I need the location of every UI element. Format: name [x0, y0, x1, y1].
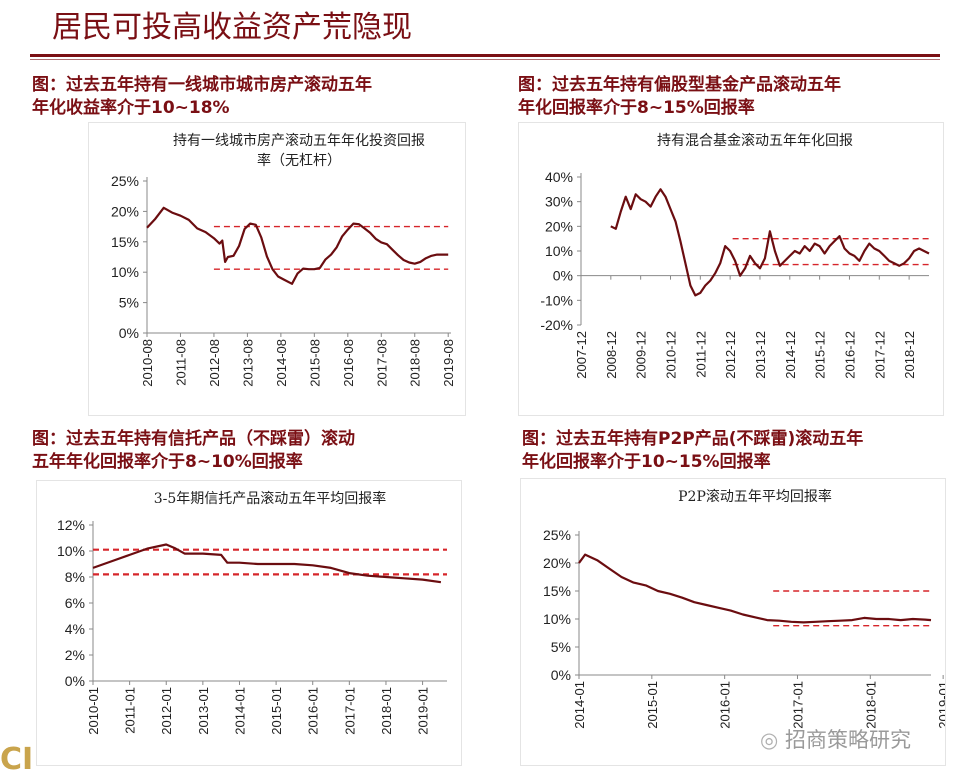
x-tick-label: 2011-12: [693, 331, 708, 378]
x-tick-label: 2015-01: [269, 687, 284, 735]
caption-p2p: 图：过去五年持有P2P产品(不踩雷)滚动五年 年化回报率介于10~15%回报率: [522, 429, 864, 472]
x-tick-label: 2011-01: [123, 687, 138, 734]
y-tick-label: 20%: [545, 218, 573, 234]
chart-housing: 持有一线城市房产滚动五年年化投资回报 率（无杠杆） 0% 5% 10% 15% 20% 25%…: [88, 122, 466, 416]
x-tick-label: 2012-01: [159, 687, 174, 735]
x-tick-label: 2012-08: [207, 339, 222, 387]
x-tick-label: 2014-01: [572, 681, 587, 729]
x-tick-label: 2017-12: [872, 331, 887, 379]
x-tick-label: 2019-01: [416, 687, 431, 735]
wechat-icon: ◎: [760, 728, 785, 752]
y-tick-label: 15%: [543, 583, 571, 599]
chart-title: 3-5年期信托产品滚动五年平均回报率: [154, 490, 387, 507]
y-tick-label: 15%: [111, 234, 139, 250]
watermark-text: ◎ 招商策略研究: [760, 724, 911, 754]
y-tick-label: 20%: [543, 555, 571, 571]
x-tick-label: 2010-01: [86, 687, 101, 735]
y-tick-label: 4%: [65, 621, 85, 637]
chart-title: 持有一线城市房产滚动五年年化投资回报: [173, 132, 425, 149]
x-tick-label: 2019-01: [936, 681, 945, 729]
x-tick-label: 2007-12: [574, 331, 589, 379]
chart-title: P2P滚动五年平均回报率: [678, 488, 832, 505]
x-tick-label: 2018-08: [408, 339, 423, 387]
y-tick-label: 0%: [553, 268, 573, 284]
x-tick-label: 2009-12: [634, 331, 649, 379]
y-tick-label: 5%: [551, 639, 571, 655]
page-title: 居民可投高收益资产荒隐现: [52, 10, 412, 45]
chart-title: 持有混合基金滚动五年年化回报: [657, 132, 853, 149]
x-tick-label: 2017-08: [374, 339, 389, 387]
y-tick-label: 10%: [57, 543, 85, 559]
caption-housing: 图：过去五年持有一线城市城市房产滚动五年 年化收益率介于10~18%: [32, 75, 372, 118]
x-tick-label: 2013-08: [240, 339, 255, 387]
brand-logo: CI: [0, 742, 34, 777]
chart-p2p-svg: P2P滚动五年平均回报率 0% 5% 10% 15% 20% 25% 2014-01 2015-…: [543, 488, 945, 729]
chart-trust: 3-5年期信托产品滚动五年平均回报率 0% 2% 4% 6% 8% 10% 12% 2010-0…: [36, 480, 462, 766]
y-tick-label: 40%: [545, 169, 573, 185]
y-tick-label: -10%: [540, 292, 573, 308]
x-tick-label: 2018-12: [902, 331, 917, 379]
x-tick-label: 2012-12: [723, 331, 738, 379]
y-tick-label: 10%: [545, 243, 573, 259]
chart-p2p: P2P滚动五年平均回报率 0% 5% 10% 15% 20% 25% 2014-01 2015-…: [520, 478, 946, 766]
y-tick-label: 0%: [119, 325, 139, 341]
x-tick-label: 2016-08: [341, 339, 356, 387]
y-tick-label: 0%: [551, 667, 571, 683]
y-tick-label: 8%: [65, 569, 85, 585]
title-divider-thin: [30, 59, 940, 60]
y-tick-label: 5%: [119, 295, 139, 311]
x-tick-label: 2014-12: [783, 331, 798, 379]
y-tick-label: 30%: [545, 194, 573, 210]
y-tick-label: 2%: [65, 647, 85, 663]
y-tick-label: 10%: [543, 611, 571, 627]
x-tick-label: 2010-12: [663, 331, 678, 379]
x-tick-label: 2015-08: [307, 339, 322, 387]
title-divider: [30, 54, 940, 57]
series-line: [146, 206, 449, 285]
x-tick-label: 2008-12: [604, 331, 619, 379]
x-tick-label: 2019-08: [441, 339, 456, 387]
caption-trust: 图：过去五年持有信托产品（不踩雷）滚动 五年年化回报率介于8~10%回报率: [32, 429, 355, 472]
series-line: [610, 188, 930, 297]
x-tick-label: 2015-12: [813, 331, 828, 379]
x-tick-label: 2016-01: [718, 681, 733, 729]
y-tick-label: 20%: [111, 203, 139, 219]
chart-trust-svg: 3-5年期信托产品滚动五年平均回报率 0% 2% 4% 6% 8% 10% 12% 2010-0…: [57, 490, 447, 735]
y-tick-label: 10%: [111, 264, 139, 280]
x-tick-label: 2018-01: [863, 681, 878, 729]
y-tick-label: 6%: [65, 595, 85, 611]
x-tick-label: 2017-01: [342, 687, 357, 735]
chart-title: 率（无杠杆）: [257, 152, 341, 169]
x-tick-label: 2014-08: [274, 339, 289, 387]
chart-fund-svg: 持有混合基金滚动五年年化回报 -20% -10% 0% 10% 20% 30% 40% 2007…: [540, 132, 930, 379]
series-line: [578, 553, 932, 624]
x-tick-label: 2011-08: [173, 339, 188, 386]
x-tick-label: 2017-01: [790, 681, 805, 729]
y-tick-label: 25%: [111, 173, 139, 189]
caption-fund: 图：过去五年持有偏股型基金产品滚动五年 年化回报率介于8~15%回报率: [518, 75, 841, 118]
series-line: [92, 543, 442, 584]
y-tick-label: 0%: [65, 673, 85, 689]
y-tick-label: -20%: [540, 317, 573, 333]
x-tick-label: 2016-01: [306, 687, 321, 735]
x-tick-label: 2013-12: [753, 331, 768, 379]
y-tick-label: 12%: [57, 517, 85, 533]
x-tick-label: 2016-12: [842, 331, 857, 379]
watermark-label: 招商策略研究: [785, 728, 911, 752]
chart-fund: 持有混合基金滚动五年年化回报 -20% -10% 0% 10% 20% 30% 40% 2007…: [518, 122, 944, 416]
x-tick-label: 2018-01: [379, 687, 394, 735]
x-tick-label: 2015-01: [645, 681, 660, 729]
y-tick-label: 25%: [543, 527, 571, 543]
x-tick-label: 2014-01: [232, 687, 247, 735]
x-tick-label: 2013-01: [196, 687, 211, 735]
x-tick-label: 2010-08: [140, 339, 155, 387]
